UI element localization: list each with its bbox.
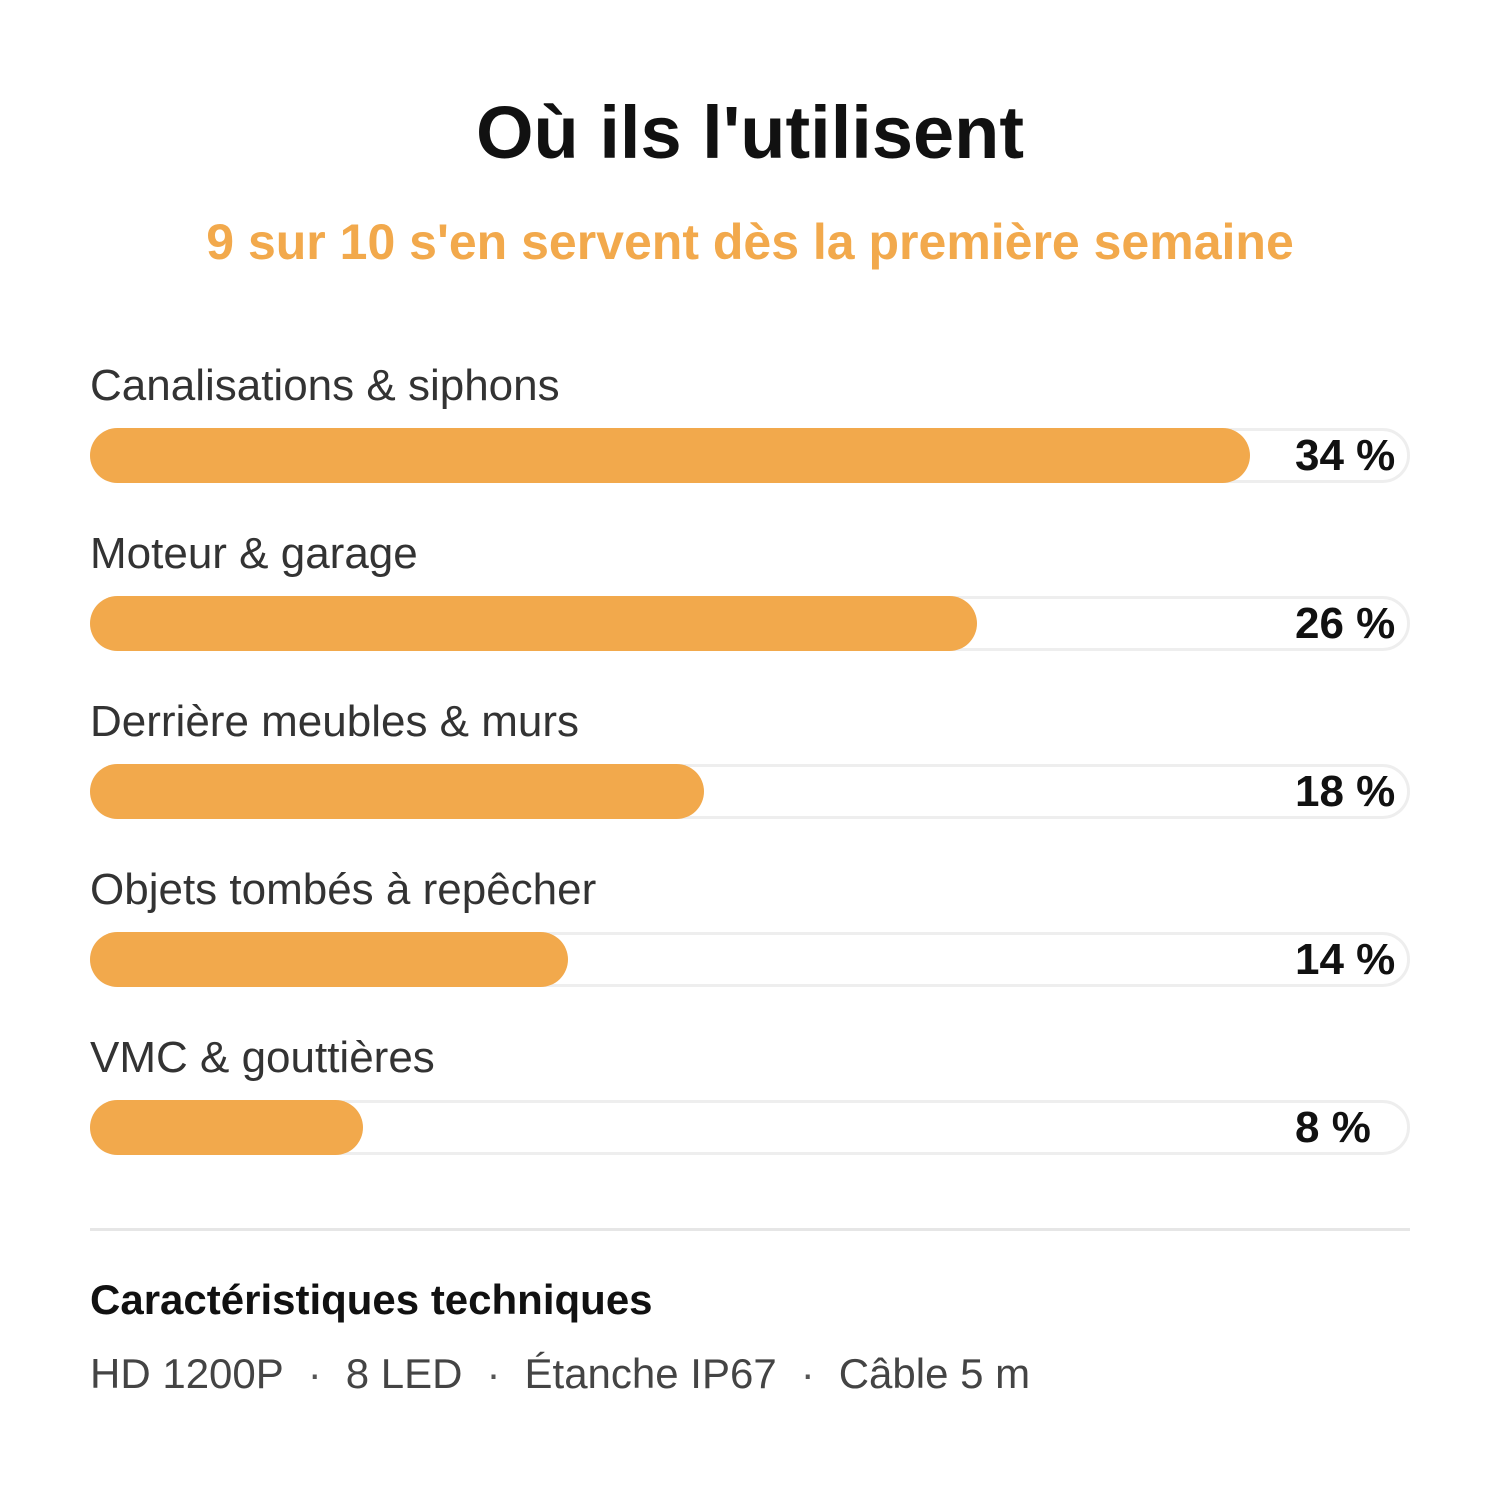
bar-row: Canalisations & siphons 34 % <box>90 358 1410 526</box>
divider <box>90 1228 1410 1231</box>
bar-label: Canalisations & siphons <box>90 361 560 410</box>
bar-row: VMC & gouttières 8 % <box>90 1030 1410 1198</box>
specs-title: Caractéristiques techniques <box>90 1276 653 1323</box>
bar-label: Objets tombés à repêcher <box>90 865 597 914</box>
bar-value-label: 18 % <box>1295 767 1396 816</box>
bar-label: Moteur & garage <box>90 529 418 578</box>
spec-separator: · <box>800 1350 815 1397</box>
bar-value-label: 34 % <box>1295 431 1396 480</box>
spec-item: Câble 5 m <box>838 1350 1031 1397</box>
bar-fill <box>90 764 704 819</box>
bar-row: Objets tombés à repêcher 14 % <box>90 862 1410 1030</box>
bar-fill <box>90 596 977 651</box>
bar-row: Moteur & garage 26 % <box>90 526 1410 694</box>
bar-value-label: 14 % <box>1295 935 1396 984</box>
spec-separator: · <box>307 1350 322 1397</box>
chart-title: Où ils l'utilisent <box>476 91 1024 174</box>
spec-item: 8 LED <box>345 1350 463 1397</box>
bar-label: VMC & gouttières <box>90 1033 435 1082</box>
chart-subtitle: 9 sur 10 s'en servent dès la première se… <box>206 214 1294 270</box>
bar-fill <box>90 932 568 987</box>
specs-list: HD 1200P · 8 LED · Étanche IP67 · Câble 5 m <box>90 1348 1030 1400</box>
spec-item: HD 1200P <box>90 1350 284 1397</box>
spec-separator: · <box>486 1350 501 1397</box>
bar-fill <box>90 428 1250 483</box>
bar-fill <box>90 1100 363 1155</box>
bar-row: Derrière meubles & murs 18 % <box>90 694 1410 862</box>
bar-chart: Canalisations & siphons 34 % Moteur & gara… <box>90 358 1410 1198</box>
spec-item: Étanche IP67 <box>524 1350 777 1397</box>
bar-value-label: 26 % <box>1295 599 1396 648</box>
bar-value-label: 8 % <box>1295 1103 1371 1152</box>
bar-label: Derrière meubles & murs <box>90 697 580 746</box>
